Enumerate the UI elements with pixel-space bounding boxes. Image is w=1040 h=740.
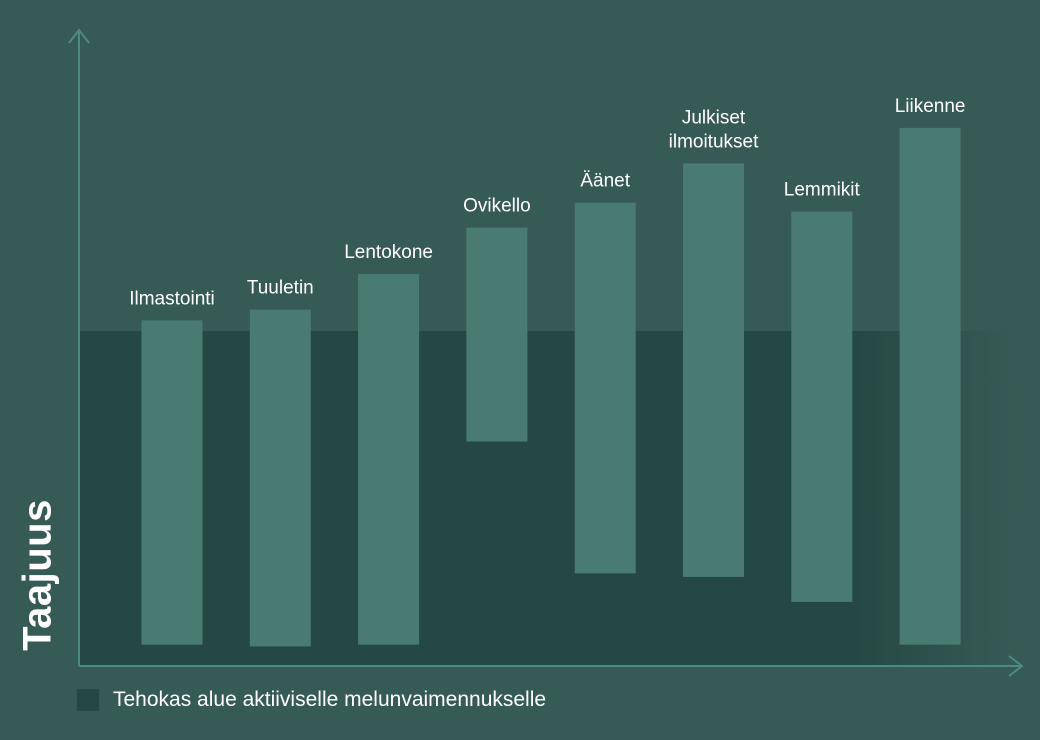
bar	[899, 127, 961, 645]
bar	[358, 273, 420, 645]
legend: Tehokas alue aktiiviselle melunvaimennuk…	[77, 688, 546, 712]
bar-label: Ilmastointi	[129, 288, 215, 309]
bar	[683, 163, 744, 577]
bar-label: Tuuletin	[247, 278, 314, 299]
y-axis-arrow	[68, 28, 90, 44]
bar-label: ilmoitukset	[669, 132, 759, 153]
y-axis-label: Taajuus	[15, 499, 60, 651]
bar	[791, 211, 853, 602]
bar	[141, 320, 203, 645]
bar-label: Julkiset	[682, 108, 746, 129]
bar-label: Lentokone	[344, 242, 433, 263]
bar	[466, 227, 528, 442]
bar	[574, 202, 636, 574]
bar-label: Ovikello	[463, 196, 531, 217]
bar-label: Lemmikit	[784, 180, 861, 201]
effective-range-area	[79, 331, 1012, 666]
x-axis-arrow	[1008, 655, 1024, 677]
bar-label: Liikenne	[895, 96, 966, 117]
legend-swatch	[77, 689, 99, 711]
legend-label: Tehokas alue aktiiviselle melunvaimennuk…	[113, 688, 547, 711]
bar-label: Äänet	[580, 171, 630, 192]
bar	[249, 309, 311, 647]
